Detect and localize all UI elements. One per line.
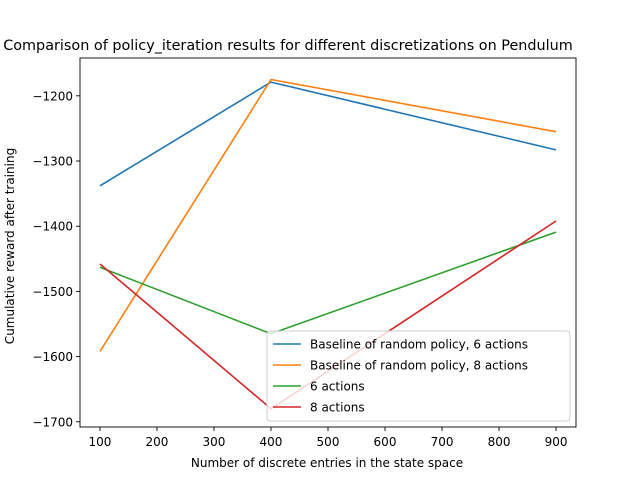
x-tick-label: 300 (203, 435, 226, 449)
y-tick-label: −1700 (32, 415, 73, 429)
x-tick-label: 500 (317, 435, 340, 449)
chart-title: Comparison of policy_iteration results f… (3, 38, 573, 54)
y-axis-label: Cumulative reward after training (3, 148, 17, 344)
x-tick-label: 600 (374, 435, 397, 449)
x-tick-label: 700 (431, 435, 454, 449)
series-line-2 (99, 78, 557, 352)
y-tick-label: −1300 (32, 155, 73, 169)
legend: Baseline of random policy, 6 actions Base… (266, 330, 571, 422)
x-tick-label: 800 (488, 435, 511, 449)
series-line-1 (99, 81, 557, 187)
y-tick-label: −1400 (32, 220, 73, 234)
y-tick-label: −1600 (32, 350, 73, 364)
legend-box (266, 330, 571, 422)
legend-label-1: Baseline of random policy, 6 actions (310, 338, 528, 352)
legend-label-4: 8 actions (310, 401, 365, 415)
x-tick-label: 400 (260, 435, 283, 449)
series-line-3 (99, 231, 557, 335)
x-tick-label: 200 (146, 435, 169, 449)
x-tick-label: 100 (89, 435, 112, 449)
y-tick-label: −1200 (32, 89, 73, 103)
x-axis-label: Number of discrete entries in the state … (191, 456, 463, 470)
y-tick-label: −1500 (32, 285, 73, 299)
legend-label-2: Baseline of random policy, 8 actions (310, 359, 528, 373)
axes: 100 200 300 400 500 600 700 800 900 −1700 −1600 −15… (32, 57, 577, 449)
legend-label-3: 6 actions (310, 380, 365, 394)
x-tick-label: 900 (545, 435, 568, 449)
